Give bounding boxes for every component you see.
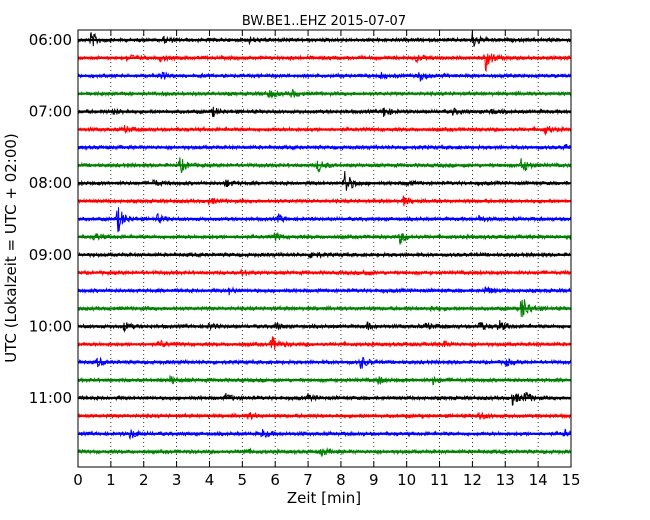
x-tick-label: 6 <box>270 471 280 489</box>
x-tick-label: 1 <box>106 471 116 489</box>
trace-0645 <box>77 88 572 99</box>
x-tick-label: 15 <box>561 471 580 489</box>
trace-0800 <box>77 171 572 191</box>
x-tick-label: 2 <box>139 471 149 489</box>
trace-0700 <box>77 106 572 118</box>
x-tick-label: 4 <box>205 471 215 489</box>
trace-0915 <box>77 268 572 278</box>
trace-0900 <box>77 251 572 260</box>
trace-0930 <box>77 285 572 296</box>
trace-0715 <box>77 125 572 137</box>
y-tick-label: 07:00 <box>29 103 72 121</box>
trace-line <box>77 336 572 350</box>
x-tick-label: 0 <box>73 471 83 489</box>
chart-title: BW.BE1..EHZ 2015-07-07 <box>242 14 406 29</box>
x-tick-label: 10 <box>397 471 416 489</box>
x-tick-label: 7 <box>303 471 313 489</box>
x-tick-label: 13 <box>496 471 515 489</box>
plot-frame <box>77 29 572 468</box>
x-tick-label: 8 <box>336 471 346 489</box>
trace-0815 <box>77 195 572 207</box>
trace-0630 <box>77 71 572 82</box>
trace-0845 <box>77 231 572 245</box>
trace-1015 <box>77 336 572 350</box>
trace-line <box>77 231 572 245</box>
trace-0600 <box>77 31 572 47</box>
trace-1115 <box>77 412 572 420</box>
y-tick-label: 08:00 <box>29 174 72 192</box>
trace-1030 <box>77 356 572 369</box>
y-axis-label: UTC (Lokalzeit = UTC + 02:00) <box>2 133 20 363</box>
x-axis-label: Zeit [min] <box>287 489 361 507</box>
trace-0730 <box>77 143 572 152</box>
x-tick-label: 3 <box>172 471 182 489</box>
trace-1130 <box>77 428 572 441</box>
trace-0830 <box>77 207 572 233</box>
y-axis-ticks: 06:00 07:00 08:00 09:00 10:00 11:00 <box>29 31 571 407</box>
x-tick-label: 5 <box>238 471 248 489</box>
x-axis-ticks: 0 1 2 3 4 5 6 7 8 9 10 11 12 13 14 15 <box>73 30 581 489</box>
x-tick-label: 9 <box>369 471 379 489</box>
y-tick-label: 10:00 <box>29 317 72 335</box>
trace-line <box>77 171 572 191</box>
y-tick-label: 09:00 <box>29 246 72 264</box>
x-tick-label: 11 <box>430 471 449 489</box>
trace-1145 <box>77 447 572 458</box>
trace-0745 <box>77 157 572 173</box>
trace-0945 <box>77 299 572 317</box>
trace-1000 <box>77 320 572 333</box>
trace-1045 <box>77 375 572 386</box>
x-tick-label: 14 <box>529 471 548 489</box>
trace-1100 <box>77 391 572 406</box>
seismogram-traces <box>77 31 572 458</box>
y-tick-label: 06:00 <box>29 31 72 49</box>
x-tick-label: 12 <box>463 471 482 489</box>
trace-line <box>77 53 572 72</box>
trace-0615 <box>77 53 572 72</box>
y-tick-label: 11:00 <box>29 389 72 407</box>
